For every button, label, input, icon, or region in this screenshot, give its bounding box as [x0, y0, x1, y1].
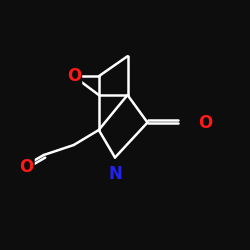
Text: N: N [108, 165, 122, 183]
Text: O: O [66, 67, 81, 85]
Text: O: O [19, 158, 34, 176]
Text: O: O [198, 114, 212, 132]
